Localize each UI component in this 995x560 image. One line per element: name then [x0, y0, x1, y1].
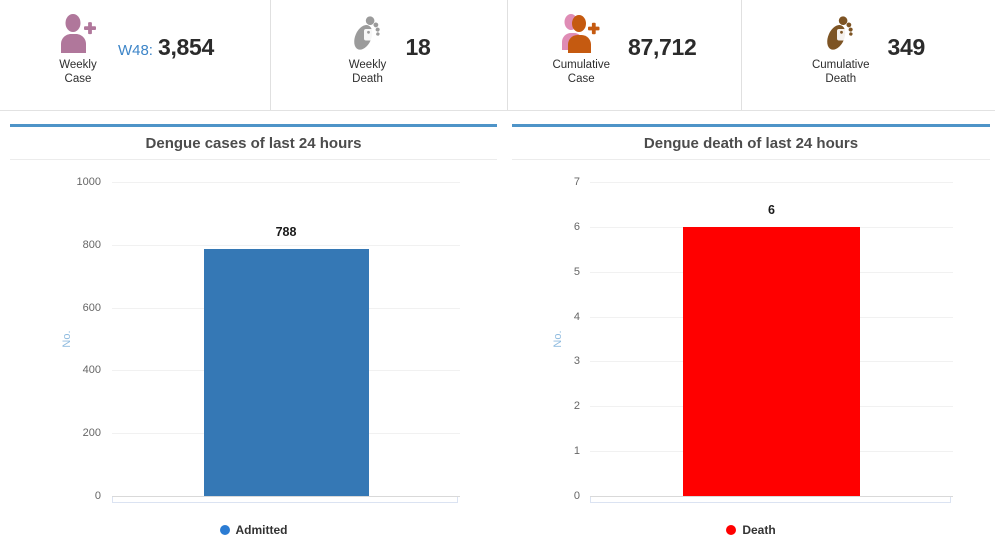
weekly-case-icon-block: Weekly Case [56, 13, 100, 87]
stat-label-line2: Case [567, 73, 595, 86]
cumulative-case-card: Cumulative Case 87,712 [507, 0, 741, 110]
legend-marker-icon [219, 525, 230, 535]
legend-item[interactable]: Admitted [219, 523, 288, 537]
weekly-case-card: Weekly Case W48: 3,854 [0, 0, 270, 110]
bar-admitted[interactable] [203, 248, 369, 496]
cumulative-case-value: 87,712 [628, 34, 697, 61]
stat-card-label: Weekly Death [349, 58, 387, 87]
y-tick-label: 6 [573, 220, 580, 233]
stat-card-label: Weekly Case [59, 58, 97, 87]
week-number-prefix: W48: [117, 42, 153, 59]
gridline [590, 182, 953, 183]
legend-item[interactable]: Death [726, 523, 776, 537]
weekly-death-value: 18 [406, 34, 431, 61]
stat-label-line1: Weekly [348, 59, 387, 71]
stat-value: 18 [405, 34, 431, 60]
y-tick-label: 4 [573, 310, 580, 323]
dengue-cases-bar-chart: 0 200 400 600 800 1000 No. 788 Admitted [10, 160, 497, 548]
y-axis-title: No. [61, 330, 73, 348]
y-tick-label: 1 [573, 445, 580, 458]
x-axis-band [590, 497, 951, 503]
weekly-death-icon-block: Weekly Death [348, 13, 388, 87]
y-tick-label: 1000 [76, 176, 101, 188]
y-tick-label: 0 [94, 490, 101, 502]
y-tick-label: 2 [573, 400, 580, 413]
gridline [590, 496, 953, 497]
dengue-deaths-chart-panel: Dengue death of last 24 hours 0 1 2 3 4 5 6 7 No… [512, 124, 990, 550]
legend-label: Admitted [235, 523, 288, 537]
y-tick-label: 0 [573, 490, 580, 502]
stat-card-label: Cumulative Case [552, 58, 610, 87]
stat-label-line2: Death [825, 73, 857, 86]
dengue-deaths-bar-chart: 0 1 2 3 4 5 6 7 No. 6 Death [512, 160, 990, 548]
y-tick-label: 400 [82, 364, 101, 377]
legend: Death [512, 522, 990, 540]
foot-icon [826, 16, 853, 50]
chart-title: Dengue cases of last 24 hours [10, 127, 497, 160]
stat-card-label: Cumulative Death [812, 58, 870, 87]
gridline [112, 244, 460, 246]
bar-value-label: 6 [768, 202, 775, 217]
stat-value: 3,854 [157, 34, 215, 60]
cumulative-death-value: 349 [887, 34, 926, 61]
legend-marker-icon [726, 525, 737, 535]
cumulative-case-icon-block: Cumulative Case [552, 13, 610, 87]
y-tick-label: 5 [573, 265, 580, 278]
legend: Admitted [10, 522, 497, 540]
cumulative-death-card: Cumulative Death 349 [741, 0, 995, 110]
gridline [112, 182, 460, 183]
stat-value: 87,712 [627, 34, 697, 60]
bar-death[interactable] [683, 226, 860, 496]
weekly-case-value: W48: 3,854 [118, 34, 214, 61]
foot-icon [353, 16, 380, 50]
y-tick-label: 800 [82, 238, 101, 251]
cumulative-death-icon-block: Cumulative Death [812, 13, 870, 87]
y-tick-label: 600 [82, 301, 101, 314]
legend-label: Death [742, 523, 776, 537]
stat-card-row: Weekly Case W48: 3,854 [0, 0, 995, 111]
stat-label-line1: Weekly [59, 59, 97, 71]
y-tick-label: 7 [573, 176, 580, 188]
y-axis-title: No. [552, 330, 564, 348]
x-axis-band [112, 497, 458, 503]
y-tick-label: 3 [573, 355, 580, 368]
chart-title: Dengue death of last 24 hours [512, 127, 990, 160]
bar-value-label: 788 [275, 224, 297, 239]
person-plus-icon [60, 14, 96, 53]
stat-label-line2: Case [64, 73, 92, 86]
stat-label-line1: Cumulative [811, 59, 870, 71]
stat-label-line1: Cumulative [552, 59, 610, 71]
stat-label-line2: Death [352, 73, 383, 86]
gridline [112, 496, 460, 497]
person-plus-dual-icon [562, 14, 600, 53]
y-tick-label: 200 [82, 427, 101, 440]
weekly-death-card: Weekly Death 18 [270, 0, 507, 110]
dengue-cases-chart-panel: Dengue cases of last 24 hours 0 200 400 600… [10, 124, 497, 550]
stat-value: 349 [887, 34, 926, 60]
